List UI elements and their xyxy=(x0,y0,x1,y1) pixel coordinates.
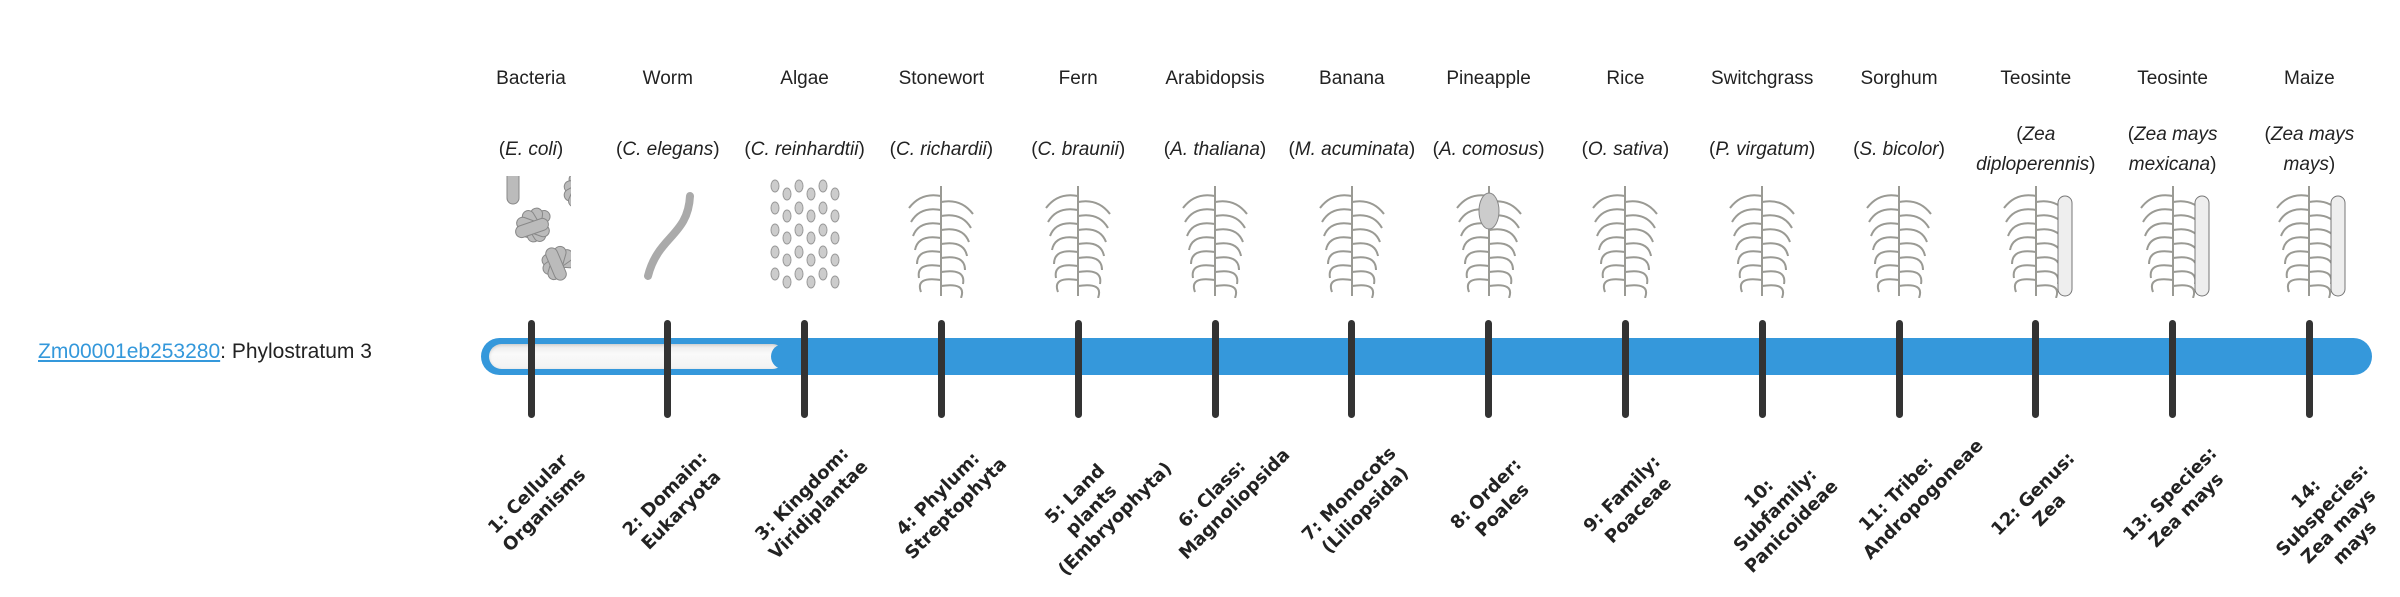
stratum-tick xyxy=(2032,320,2040,418)
organism-common-name: Fern xyxy=(1058,68,1098,89)
fern-illustration xyxy=(1038,176,1118,299)
species-name: C. elegans xyxy=(622,139,714,160)
stratum-tick xyxy=(937,320,945,418)
maize-illustration xyxy=(2269,176,2349,299)
organism-species: (M. acuminata) xyxy=(1288,139,1416,160)
organism-species: (Zea diploperennis) xyxy=(1976,124,2096,175)
organism-species: (S. bicolor) xyxy=(1853,139,1945,160)
organism-species: (E. coli) xyxy=(498,139,564,160)
phylostratum-text: : Phylostratum 3 xyxy=(220,340,372,363)
organism-common-name: Arabidopsis xyxy=(1165,68,1265,89)
stratum-label: 12: Genus: Zea xyxy=(1986,448,2079,541)
sorghum-illustration xyxy=(1859,176,1939,299)
organism-species: (P. virgatum) xyxy=(1709,139,1816,160)
stratum-label: 7: Monocots (Liliopsida) xyxy=(1297,442,1413,558)
stratum-tick xyxy=(801,320,809,418)
organism-common-name: Banana xyxy=(1319,68,1385,89)
organism-common-name: Worm xyxy=(642,68,693,89)
bar-unfilled-segment xyxy=(489,344,797,369)
stratum-label: 13: Species: Zea mays xyxy=(2118,442,2228,552)
organism-common-name: Switchgrass xyxy=(1710,68,1814,89)
teosinte-illustration xyxy=(1996,176,2076,299)
rice-illustration xyxy=(1585,176,1665,299)
stratum-label: 5: Land plants (Embryophyta) xyxy=(1041,457,1177,581)
species-name: C. richardii xyxy=(895,139,987,160)
teosinte-illustration xyxy=(2133,176,2213,299)
organism-common-name: Pineapple xyxy=(1446,68,1531,89)
species-name: C. reinhardtii xyxy=(750,139,859,160)
algae-illustration xyxy=(765,176,845,298)
stratum-label: 11: Tribe: Andropogoneae xyxy=(1854,435,1988,564)
species-name: P. virgatum xyxy=(1715,139,1809,160)
stratum-label: 14: Subspecies: Zea mays mays xyxy=(2272,459,2382,569)
gene-label: Zm00001eb253280: Phylostratum 3 xyxy=(38,340,372,364)
species-name: S. bicolor xyxy=(1859,139,1939,160)
stratum-tick xyxy=(664,320,672,418)
organism-species: (C. richardii) xyxy=(889,139,994,160)
organism-common-name: Maize xyxy=(2284,68,2335,89)
stratum-tick xyxy=(1485,320,1493,418)
organism-species: (C. braunii) xyxy=(1031,139,1126,160)
organism-species: (A. comosus) xyxy=(1432,139,1545,160)
stratum-tick xyxy=(2169,320,2177,418)
species-name: Zea mays mexicana xyxy=(2128,124,2218,175)
stratum-label: 2: Domain: Eukaryota xyxy=(618,447,726,555)
phylostratum-bar xyxy=(481,338,2372,375)
species-name: M. acuminata xyxy=(1294,139,1409,160)
worm-illustration xyxy=(628,176,708,298)
organism-common-name: Teosinte xyxy=(2137,68,2208,89)
stratum-tick xyxy=(1895,320,1903,418)
organism-common-name: Sorghum xyxy=(1860,68,1938,89)
stratum-tick xyxy=(1211,320,1219,418)
organism-common-name: Stonewort xyxy=(898,68,985,89)
stratum-tick xyxy=(2305,320,2313,418)
organism-species: (Zea mays mexicana) xyxy=(2127,124,2218,175)
stratum-label: 1: Cellular Organisms xyxy=(484,449,591,557)
species-name: A. thaliana xyxy=(1170,139,1260,160)
stratum-label: 6: Class: Magnoliopsida xyxy=(1174,444,1295,564)
species-name: Zea mays mays xyxy=(2270,124,2355,175)
bacteria-illustration xyxy=(491,169,599,298)
stratum-label: 8: Order: Poales xyxy=(1446,454,1534,542)
gene-id-link[interactable]: Zm00001eb253280 xyxy=(38,340,221,363)
arabidopsis-illustration xyxy=(1175,176,1255,299)
organism-species: (O. sativa) xyxy=(1581,139,1670,160)
organism-species: (C. elegans) xyxy=(616,139,720,160)
stratum-tick xyxy=(1074,320,1082,418)
species-name: C. braunii xyxy=(1037,139,1119,160)
stratum-tick xyxy=(527,320,535,418)
stratum-tick xyxy=(1348,320,1356,418)
stratum-tick xyxy=(1621,320,1629,418)
stratum-label: 4: Phylum: Streptophyta xyxy=(892,448,1012,564)
species-name: O. sativa xyxy=(1587,139,1663,160)
stratum-label: 3: Kingdom: Viridiplantae xyxy=(750,443,873,564)
stonewort-illustration xyxy=(901,176,981,299)
species-name: A. comosus xyxy=(1438,139,1539,160)
banana-illustration xyxy=(1312,176,1392,299)
pineapple-illustration xyxy=(1449,176,1529,299)
species-name: Zea diploperennis xyxy=(1976,124,2090,175)
stratum-label: 10: Subfamily: Panicoideae xyxy=(1729,464,1843,578)
organism-common-name: Bacteria xyxy=(496,68,566,89)
stratum-label: 9: Family: Poaceae xyxy=(1579,451,1677,548)
organism-species: (A. thaliana) xyxy=(1163,139,1267,160)
stratum-tick xyxy=(1758,320,1766,418)
organism-species: (C. reinhardtii) xyxy=(744,139,865,160)
species-name: E. coli xyxy=(505,139,557,160)
organism-common-name: Rice xyxy=(1606,68,1645,89)
organism-species: (Zea mays mays) xyxy=(2264,124,2355,175)
organism-common-name: Teosinte xyxy=(2000,68,2072,89)
switchgrass-illustration xyxy=(1722,176,1802,299)
organism-common-name: Algae xyxy=(780,68,829,89)
